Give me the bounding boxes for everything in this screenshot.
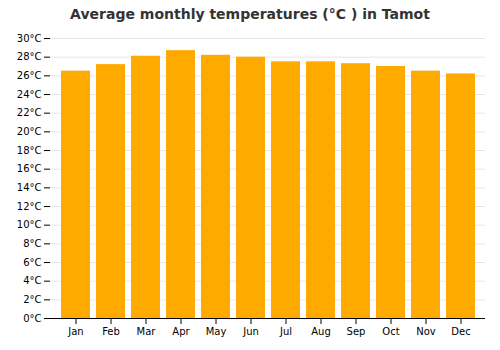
svg-text:4°C: 4°C bbox=[23, 275, 41, 286]
svg-text:22°C: 22°C bbox=[17, 107, 42, 118]
svg-text:Dec: Dec bbox=[451, 326, 470, 337]
svg-text:24°C: 24°C bbox=[17, 89, 42, 100]
svg-text:28°C: 28°C bbox=[17, 51, 42, 62]
svg-text:0°C: 0°C bbox=[23, 313, 41, 324]
svg-text:Sep: Sep bbox=[347, 326, 366, 337]
svg-text:Nov: Nov bbox=[416, 326, 436, 337]
svg-text:Jun: Jun bbox=[242, 326, 259, 337]
svg-text:6°C: 6°C bbox=[23, 257, 41, 268]
svg-text:26°C: 26°C bbox=[17, 70, 42, 81]
svg-text:Jan: Jan bbox=[67, 326, 83, 337]
html-text:Average monthly temperatures (: Average monthly temperatures (°C ) in Ta… bbox=[70, 6, 430, 22]
svg-text:Aug: Aug bbox=[311, 326, 331, 337]
svg-text:16°C: 16°C bbox=[17, 163, 42, 174]
svg-text:Jul: Jul bbox=[279, 326, 292, 337]
svg-text:Apr: Apr bbox=[172, 326, 190, 337]
svg-text:20°C: 20°C bbox=[17, 126, 42, 137]
svg-text:10°C: 10°C bbox=[17, 219, 42, 230]
svg-text:30°C: 30°C bbox=[17, 33, 42, 44]
svg-text:Oct: Oct bbox=[382, 326, 399, 337]
svg-text:Feb: Feb bbox=[102, 326, 120, 337]
svg-text:14°C: 14°C bbox=[17, 182, 42, 193]
svg-text:May: May bbox=[206, 326, 227, 337]
svg-text:Mar: Mar bbox=[137, 326, 157, 337]
svg-text:18°C: 18°C bbox=[17, 145, 42, 156]
svg-text:8°C: 8°C bbox=[23, 238, 41, 249]
svg-text:12°C: 12°C bbox=[17, 201, 42, 212]
svg-text:2°C: 2°C bbox=[23, 294, 41, 305]
